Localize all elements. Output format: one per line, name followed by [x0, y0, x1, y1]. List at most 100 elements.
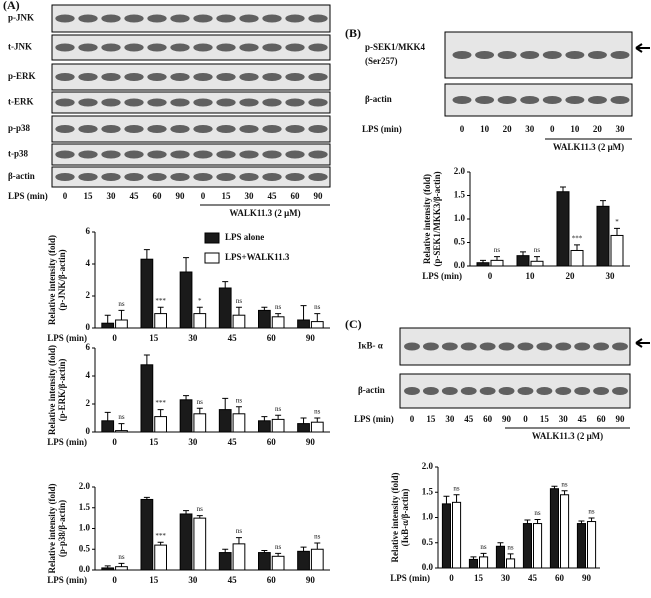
- error-bar: [235, 306, 242, 316]
- band: [124, 150, 144, 159]
- band: [216, 125, 236, 133]
- band: [193, 98, 213, 107]
- error-bar: [300, 546, 307, 552]
- y-axis-label: (p-ERK/β-actin): [57, 359, 67, 422]
- bar: [271, 555, 285, 571]
- y-axis-label: (IκB-α/β-actin): [400, 489, 410, 547]
- annotation: ns: [236, 297, 243, 305]
- bar: [596, 205, 610, 267]
- annotation: *: [198, 297, 202, 305]
- band: [308, 73, 328, 81]
- y-tick-label: 4: [86, 258, 91, 268]
- band: [262, 43, 282, 52]
- y-tick-label: 0: [86, 322, 91, 332]
- band: [170, 43, 190, 52]
- y-tick-label: 4: [86, 370, 91, 380]
- bar: [193, 313, 207, 329]
- annotation: ns: [314, 303, 321, 311]
- band: [170, 125, 190, 133]
- lane-label: 15: [222, 191, 232, 201]
- band: [587, 96, 607, 104]
- band: [262, 14, 282, 23]
- bar: [179, 513, 193, 571]
- band: [55, 98, 75, 107]
- error-bar: [196, 306, 203, 314]
- lane-label: 10: [570, 124, 580, 134]
- lane-label: 90: [314, 191, 324, 201]
- annotation: ns: [534, 509, 541, 517]
- band: [170, 73, 190, 81]
- error-bar: [507, 553, 514, 559]
- annotation: ns: [314, 533, 321, 541]
- row-label: IκB- α: [358, 341, 383, 351]
- y-tick-label: 1.0: [454, 213, 466, 223]
- error-bar: [275, 313, 282, 317]
- y-axis-label: Relative intensity (fold): [422, 174, 432, 264]
- lane-label: 0: [201, 191, 206, 201]
- annotation: ***: [572, 234, 583, 242]
- bar: [154, 313, 167, 329]
- lane-label: 90: [616, 414, 626, 424]
- bar: [476, 262, 490, 267]
- annotation: ***: [155, 297, 166, 305]
- annotation: ns: [275, 303, 282, 311]
- row-label: p-p38: [8, 123, 31, 133]
- lane-label: 0: [410, 414, 415, 424]
- row-label: t-p38: [8, 149, 28, 159]
- bar: [115, 430, 128, 433]
- y-tick-label: 1.5: [79, 502, 91, 512]
- bar: [495, 545, 505, 569]
- error-bar: [470, 556, 477, 560]
- row-label: β-actin: [8, 171, 35, 181]
- lane-label: 45: [268, 191, 278, 201]
- band: [101, 173, 121, 181]
- band: [308, 43, 328, 52]
- x-tick-label: 20: [566, 271, 576, 281]
- band: [101, 43, 121, 52]
- bar: [115, 319, 128, 329]
- x-tick-label: 60: [555, 573, 565, 583]
- error-bar: [574, 244, 580, 251]
- band: [460, 342, 477, 351]
- x-tick-label: 45: [528, 573, 538, 583]
- band: [404, 387, 420, 395]
- band: [285, 125, 305, 133]
- y-tick-label: 0.0: [422, 562, 434, 572]
- error-bar: [157, 541, 164, 546]
- annotation: ns: [494, 246, 501, 254]
- bar: [556, 191, 570, 267]
- band: [170, 150, 190, 159]
- band: [422, 342, 439, 351]
- error-bar: [143, 496, 150, 500]
- bar: [468, 558, 478, 569]
- annotation: ns: [275, 543, 282, 551]
- band: [285, 43, 305, 52]
- band: [452, 51, 472, 59]
- bar: [310, 421, 324, 433]
- error-bar: [534, 256, 540, 262]
- lane-label: 15: [540, 414, 550, 424]
- band: [147, 14, 167, 23]
- band: [193, 73, 213, 81]
- band: [55, 43, 75, 52]
- band: [565, 51, 585, 59]
- annotation: ns: [197, 398, 204, 406]
- band: [216, 150, 236, 159]
- band: [610, 96, 630, 104]
- lane-label: 30: [245, 191, 255, 201]
- error-bar: [275, 552, 282, 557]
- bar: [271, 316, 285, 329]
- error-bar: [314, 417, 321, 423]
- y-tick-label: 0.0: [79, 564, 91, 574]
- bar: [232, 543, 246, 571]
- band: [479, 387, 496, 395]
- lane-label: 45: [130, 191, 140, 201]
- y-tick-label: 1.5: [454, 190, 466, 200]
- band: [101, 150, 121, 159]
- lane-label: 30: [559, 414, 569, 424]
- annotation: ***: [155, 399, 166, 407]
- x-tick-label: 10: [526, 271, 536, 281]
- bar: [297, 550, 310, 571]
- error-bar: [534, 519, 541, 524]
